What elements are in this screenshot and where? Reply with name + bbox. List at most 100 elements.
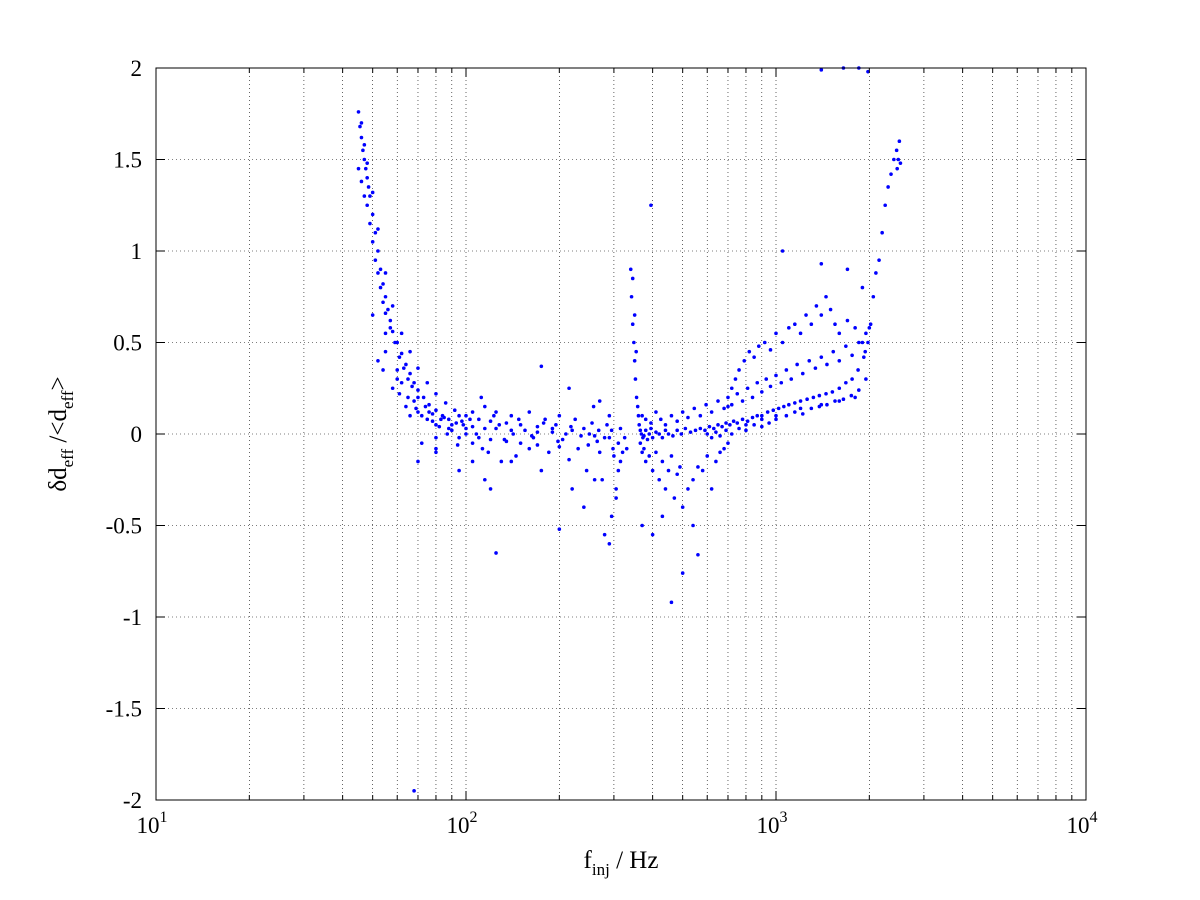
data-point bbox=[616, 441, 621, 445]
data-point bbox=[850, 353, 854, 358]
data-point bbox=[780, 249, 785, 253]
data-point bbox=[368, 221, 372, 226]
data-point bbox=[366, 185, 371, 189]
data-point bbox=[592, 477, 597, 482]
data-point bbox=[557, 527, 562, 531]
data-point bbox=[635, 404, 640, 409]
data-point bbox=[359, 121, 364, 125]
data-point bbox=[514, 454, 518, 458]
data-point bbox=[464, 426, 468, 431]
data-point bbox=[877, 258, 881, 262]
data-point bbox=[607, 542, 612, 546]
data-point bbox=[457, 435, 461, 440]
data-point bbox=[707, 424, 712, 429]
data-point bbox=[416, 410, 420, 414]
data-point bbox=[383, 331, 388, 336]
data-point bbox=[605, 423, 609, 427]
data-point bbox=[618, 426, 623, 431]
data-point bbox=[560, 437, 565, 442]
data-point bbox=[535, 424, 540, 429]
data-point bbox=[423, 404, 428, 409]
data-point bbox=[789, 377, 794, 381]
data-point bbox=[450, 423, 454, 427]
data-point bbox=[464, 413, 468, 418]
data-point bbox=[756, 344, 761, 348]
data-point bbox=[675, 472, 679, 477]
data-point bbox=[640, 413, 644, 418]
data-point bbox=[362, 157, 367, 162]
grid bbox=[156, 68, 1086, 800]
x-axis-label-main: f bbox=[584, 847, 593, 874]
data-point bbox=[457, 468, 461, 473]
data-point bbox=[393, 340, 397, 345]
data-point bbox=[404, 362, 408, 367]
data-point bbox=[529, 434, 534, 438]
data-point bbox=[643, 417, 648, 422]
data-point bbox=[383, 294, 388, 299]
data-point bbox=[654, 410, 658, 414]
data-point bbox=[666, 468, 671, 473]
data-point bbox=[704, 402, 708, 407]
data-point bbox=[370, 313, 375, 317]
data-point bbox=[737, 426, 741, 431]
data-point bbox=[716, 399, 720, 403]
data-point bbox=[793, 322, 797, 327]
data-point bbox=[425, 380, 430, 385]
data-point bbox=[381, 282, 385, 286]
data-point bbox=[450, 428, 454, 433]
data-point bbox=[654, 430, 658, 434]
data-point bbox=[793, 401, 797, 405]
data-point bbox=[378, 267, 383, 272]
data-point bbox=[614, 487, 618, 491]
data-point bbox=[856, 368, 860, 372]
data-point bbox=[703, 428, 707, 433]
data-point bbox=[630, 276, 635, 281]
data-point bbox=[669, 413, 674, 418]
data-point bbox=[864, 377, 868, 381]
data-point bbox=[760, 424, 764, 429]
data-point bbox=[650, 468, 655, 473]
data-point bbox=[434, 423, 438, 427]
data-point bbox=[809, 322, 814, 327]
data-point bbox=[831, 349, 836, 354]
data-point bbox=[705, 432, 710, 436]
data-point bbox=[402, 366, 406, 370]
data-point bbox=[634, 349, 638, 354]
data-point bbox=[494, 551, 498, 555]
data-point bbox=[602, 435, 607, 440]
data-point bbox=[543, 417, 547, 422]
data-point bbox=[675, 428, 679, 433]
data-point bbox=[624, 446, 629, 451]
data-point bbox=[657, 432, 662, 436]
data-point bbox=[844, 380, 848, 385]
data-point bbox=[726, 404, 730, 409]
data-point bbox=[642, 446, 646, 451]
data-point bbox=[614, 496, 618, 500]
data-point bbox=[853, 395, 857, 400]
data-point bbox=[764, 377, 769, 381]
data-point bbox=[434, 391, 438, 396]
data-point bbox=[768, 348, 773, 352]
data-point bbox=[383, 311, 388, 316]
data-point bbox=[567, 457, 571, 462]
data-point bbox=[660, 459, 665, 464]
data-point bbox=[390, 304, 395, 308]
data-point bbox=[591, 404, 596, 409]
data-point bbox=[825, 362, 829, 367]
data-point bbox=[819, 355, 824, 359]
data-point bbox=[363, 166, 368, 171]
data-point bbox=[747, 349, 752, 354]
data-point bbox=[833, 399, 837, 403]
data-point bbox=[726, 441, 730, 445]
data-point bbox=[639, 432, 644, 436]
data-point bbox=[397, 391, 402, 396]
x-axis-label: finj / Hz bbox=[584, 847, 659, 879]
data-point bbox=[497, 423, 502, 427]
data-point bbox=[378, 285, 383, 290]
data-point bbox=[376, 227, 380, 231]
data-point bbox=[502, 437, 507, 442]
data-point bbox=[678, 465, 682, 469]
data-point bbox=[724, 421, 728, 425]
data-point bbox=[733, 377, 738, 381]
data-point bbox=[557, 445, 562, 449]
